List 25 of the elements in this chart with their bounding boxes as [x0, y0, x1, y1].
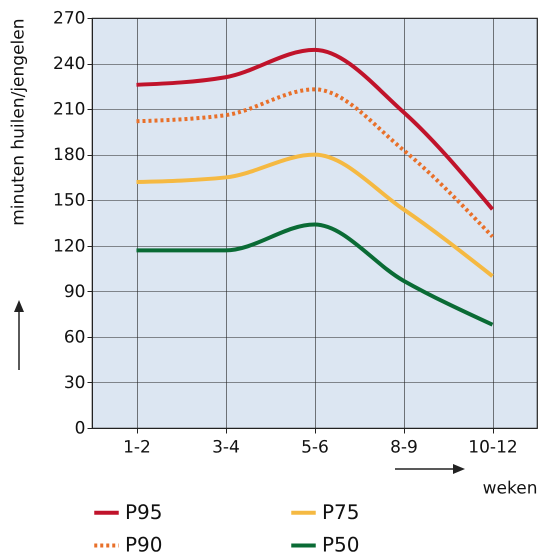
line-series [134, 222, 494, 327]
y-axis-title: minuten huilen/jengelen [8, 18, 28, 226]
y-tick-label: 60 [64, 327, 86, 348]
x-tick-label: 8-9 [390, 438, 418, 458]
y-tick-label: 240 [53, 54, 86, 74]
legend-label: P95 [125, 500, 163, 524]
x-tick-label: 5-6 [301, 438, 329, 458]
y-tick-label: 270 [53, 8, 86, 28]
y-tick-label: 120 [53, 236, 86, 256]
legend-label: P50 [322, 532, 360, 556]
x-tick-label: 1-2 [123, 438, 151, 458]
line-series [134, 48, 494, 212]
x-tick-label: 10-12 [468, 438, 518, 458]
y-tick-label: 30 [64, 372, 86, 393]
y-tick-label: 150 [53, 190, 86, 211]
y-tick-label: 180 [53, 145, 86, 166]
x-axis-title: weken [482, 478, 538, 498]
legend-label: P75 [322, 500, 360, 524]
y-tick-label: 210 [53, 100, 86, 120]
line-series [134, 152, 494, 278]
y-tick-label: 0 [74, 418, 86, 438]
legend-label: P90 [125, 532, 163, 556]
y-tick-label: 90 [64, 282, 86, 302]
x-tick-label: 3-4 [212, 438, 240, 458]
line-series [134, 87, 494, 239]
